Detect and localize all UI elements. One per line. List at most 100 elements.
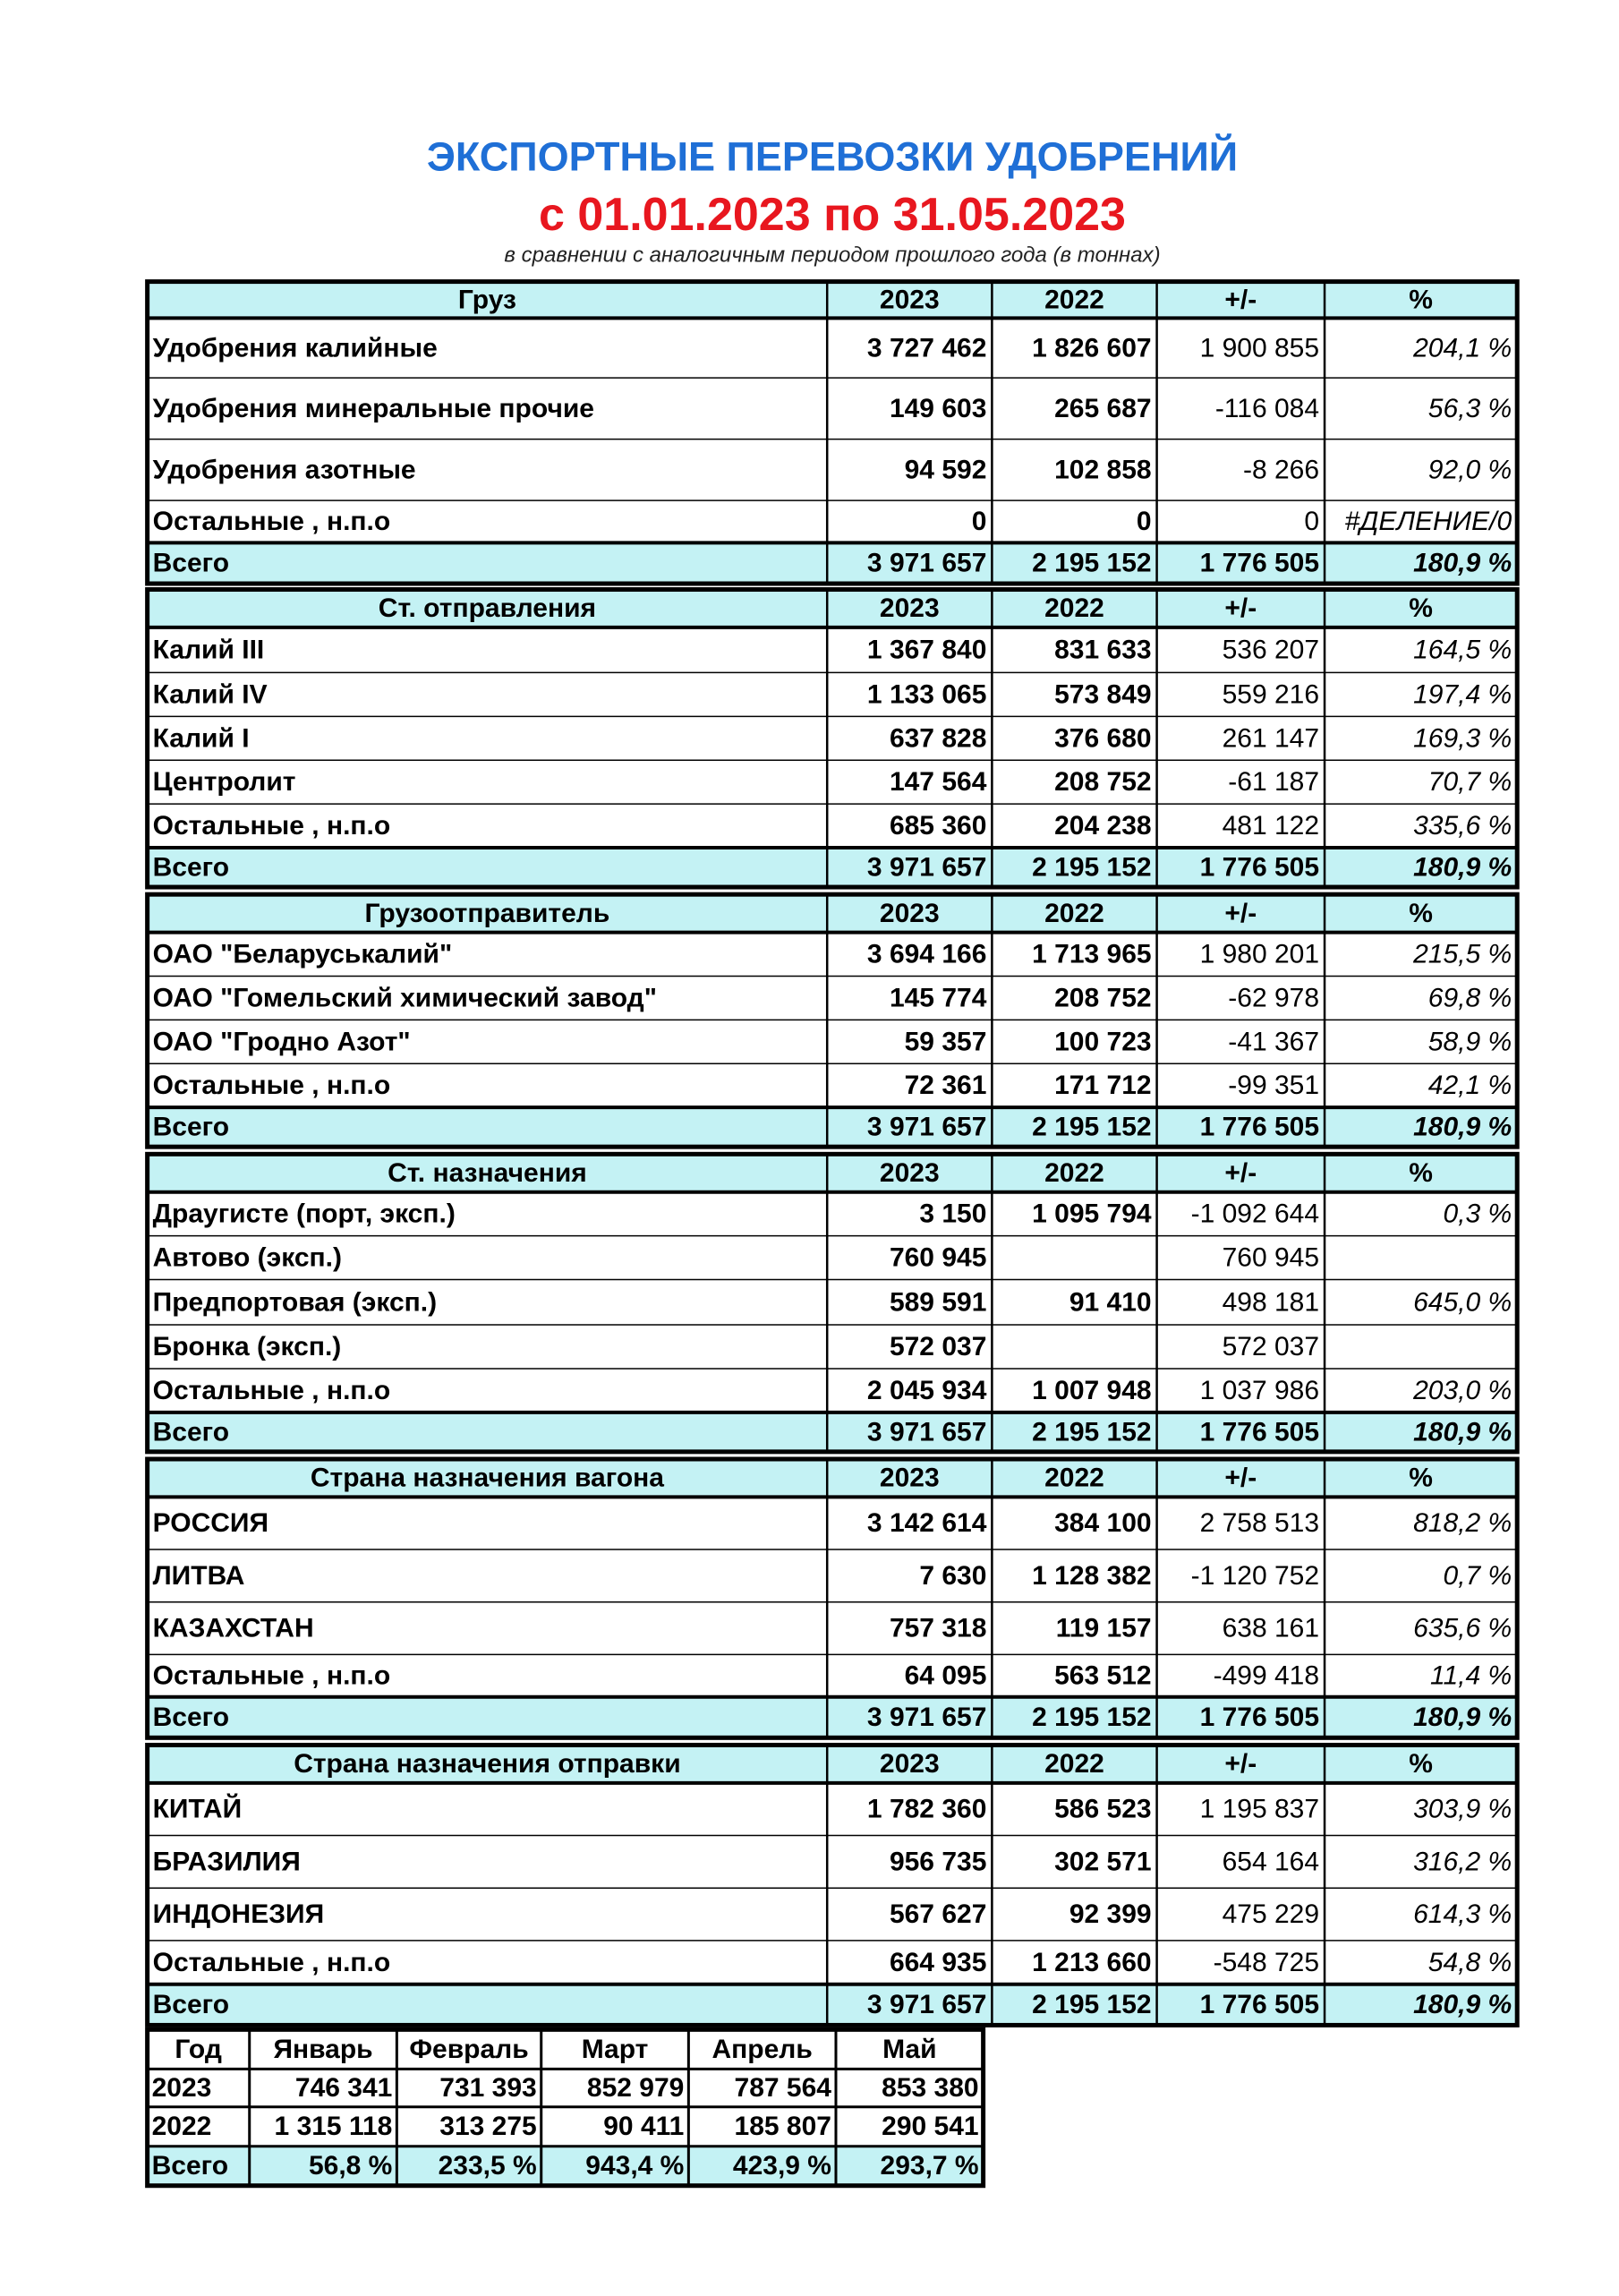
cell: 208 752: [1054, 983, 1151, 1012]
cell: 1 776 505: [1200, 1113, 1319, 1142]
cell: 746 341: [295, 2073, 392, 2103]
cell: Предпортовая (эксп.): [153, 1287, 438, 1317]
cell: 3 971 657: [867, 1113, 986, 1142]
cell: 685 360: [890, 811, 986, 841]
cell: 1 213 660: [1032, 1948, 1151, 1977]
cell: -116 084: [1215, 394, 1319, 423]
cell: 852 979: [587, 2073, 684, 2103]
cell: Всего: [153, 549, 229, 578]
cell: Всего: [152, 2151, 228, 2181]
column-header: %: [1409, 1158, 1433, 1188]
cell: 2 758 513: [1200, 1508, 1319, 1538]
header-bg: [147, 281, 1518, 319]
cell: 119 157: [1056, 1614, 1152, 1643]
cell: ЛИТВА: [153, 1561, 245, 1591]
cell: Остальные , н.п.о: [153, 1661, 391, 1691]
column-header: %: [1409, 1464, 1433, 1493]
cell: 335,6 %: [1413, 811, 1512, 841]
cell: 956 735: [890, 1847, 986, 1876]
cell: #ДЕЛЕНИЕ/0: [1345, 507, 1512, 536]
cell: 2 195 152: [1032, 1990, 1151, 2019]
cell: 56,8 %: [309, 2151, 392, 2181]
total-bg: [147, 1696, 1518, 1738]
cell: 1 980 201: [1200, 940, 1319, 969]
cell: 384 100: [1054, 1508, 1151, 1538]
column-header: 2023: [880, 899, 940, 928]
column-header: %: [1409, 899, 1433, 928]
cell: 572 037: [890, 1332, 986, 1361]
cell: Остальные , н.п.о: [153, 811, 391, 841]
cell: 233,5 %: [439, 2151, 537, 2181]
total-bg: [147, 542, 1518, 584]
cell: -62 978: [1228, 983, 1319, 1012]
cell: 203,0 %: [1412, 1376, 1512, 1405]
section-border: [145, 587, 1520, 890]
cell: 1 713 965: [1032, 940, 1151, 969]
cell: 94 592: [905, 455, 987, 484]
column-header: +/-: [1224, 593, 1257, 623]
cell: 787 564: [735, 2073, 832, 2103]
cell: Всего: [153, 1703, 229, 1732]
cell: -499 418: [1214, 1661, 1319, 1691]
cell: 3 150: [919, 1199, 986, 1229]
cell: -8 266: [1243, 455, 1319, 484]
column-header: 2022: [1044, 285, 1104, 314]
cell: 204 238: [1054, 811, 1151, 841]
cell: 3 694 166: [867, 940, 986, 969]
cell: Остальные , н.п.о: [153, 1376, 391, 1405]
cell: 563 512: [1054, 1661, 1151, 1691]
cell: 498 181: [1223, 1287, 1319, 1317]
period: с 01.01.2023 по 31.05.2023: [539, 189, 1126, 241]
cell: -61 187: [1228, 767, 1319, 797]
cell: 204,1 %: [1412, 333, 1512, 363]
column-header: %: [1409, 593, 1433, 623]
cell: 831 633: [1054, 636, 1151, 665]
column-header: +/-: [1224, 1749, 1257, 1779]
cell: 1 315 118: [275, 2112, 393, 2141]
cell: 215,5 %: [1412, 940, 1512, 969]
cell: 70,7 %: [1428, 767, 1512, 797]
cell: 2 195 152: [1032, 549, 1151, 578]
cell: 2023: [152, 2073, 212, 2103]
cell: Остальные , н.п.о: [153, 1948, 391, 1977]
cell: 171 712: [1054, 1071, 1151, 1100]
cell: 943,4 %: [585, 2151, 684, 2181]
header-bg: [147, 1154, 1518, 1192]
cell: 164,5 %: [1413, 636, 1512, 665]
cell: 261 147: [1223, 723, 1319, 753]
cell: ОАО "Гомельский химический завод": [153, 983, 657, 1012]
cell: 145 774: [890, 983, 987, 1012]
cell: БРАЗИЛИЯ: [153, 1847, 301, 1876]
cell: 90 411: [603, 2112, 684, 2141]
cell: 567 627: [890, 1899, 986, 1929]
cell: 1 095 794: [1032, 1199, 1152, 1229]
column-header: Ст. отправления: [379, 593, 596, 623]
cell: 1 776 505: [1200, 1990, 1319, 2019]
cell: 586 523: [1054, 1795, 1151, 1824]
cell: 1 128 382: [1032, 1561, 1151, 1591]
cell: КАЗАХСТАН: [153, 1614, 314, 1643]
column-header: Страна назначения отправки: [294, 1749, 680, 1779]
section-border: [145, 1742, 1520, 2027]
cell: Удобрения азотные: [153, 455, 416, 484]
header-bg: [147, 894, 1518, 933]
cell: 2 195 152: [1032, 1703, 1151, 1732]
cell: 7 630: [919, 1561, 986, 1591]
column-header: 2022: [1044, 899, 1104, 928]
cell: Всего: [153, 1113, 229, 1142]
cell: РОССИЯ: [153, 1508, 268, 1538]
section-border: [145, 1151, 1520, 1455]
cell: 56,3 %: [1428, 394, 1512, 423]
cell: 72 361: [905, 1071, 987, 1100]
cell: 1 776 505: [1200, 853, 1319, 883]
column-header: 2023: [880, 593, 940, 623]
cell: Удобрения калийные: [153, 333, 438, 363]
cell: 3 971 657: [867, 549, 986, 578]
cell: ИНДОНЕЗИЯ: [153, 1899, 325, 1929]
cell: 0: [1304, 507, 1319, 536]
total-bg: [147, 1984, 1518, 2026]
cell: 1 037 986: [1200, 1376, 1319, 1405]
cell: 818,2 %: [1413, 1508, 1512, 1538]
total-bg: [147, 1412, 1518, 1452]
cell: 180,9 %: [1413, 853, 1512, 883]
